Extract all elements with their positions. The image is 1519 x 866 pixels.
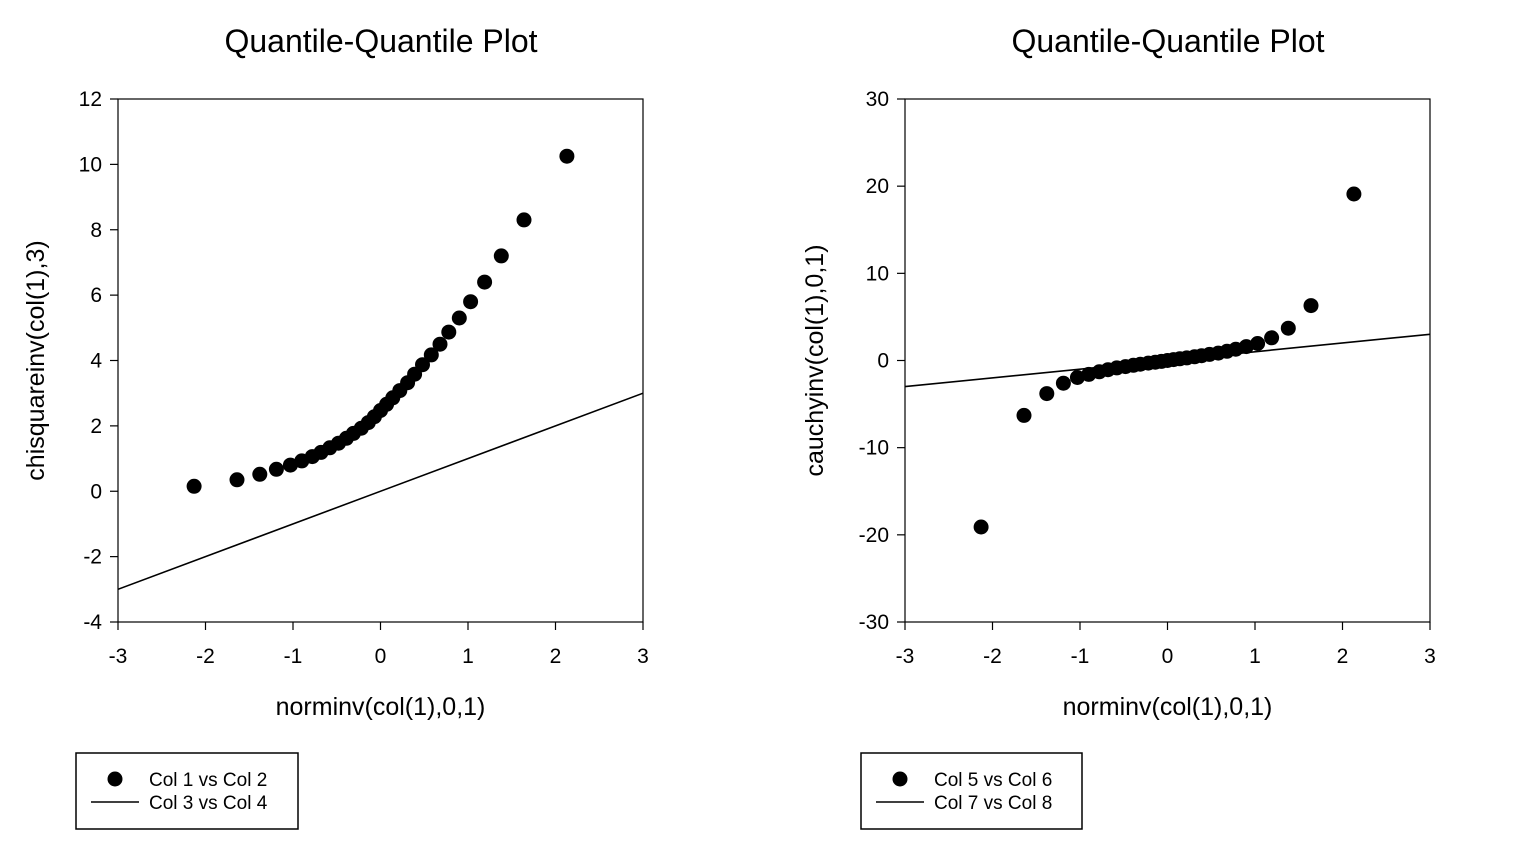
data-point: [423, 347, 439, 363]
data-point: [441, 324, 457, 340]
y-tick-label: 0: [90, 480, 102, 503]
reference-line: [905, 333, 1430, 388]
data-point: [432, 336, 448, 352]
y-tick-label: 12: [79, 88, 102, 111]
legend-entry-label: Col 5 vs Col 6: [934, 770, 1052, 791]
x-tick-label: -2: [983, 645, 1002, 668]
legend-entry-label: Col 3 vs Col 4: [149, 793, 268, 814]
data-point: [1055, 375, 1071, 391]
plot-area: [118, 148, 643, 591]
data-point: [252, 466, 268, 482]
x-tick-label: 1: [1249, 645, 1261, 668]
data-point: [477, 274, 493, 290]
data-point: [268, 461, 284, 477]
legend-point-swatch: [107, 771, 123, 787]
y-tick-label: -4: [83, 611, 102, 634]
y-tick-label: -2: [83, 546, 102, 569]
legend-point-swatch: [892, 771, 908, 787]
x-tick-label: 0: [1162, 645, 1174, 668]
y-tick-label: 2: [90, 415, 102, 438]
x-tick-label: 3: [637, 645, 649, 668]
y-tick-label: -20: [859, 524, 889, 547]
y-tick-label: 8: [90, 219, 102, 242]
data-point: [229, 472, 245, 488]
reference-line: [118, 392, 643, 591]
plot-area: [905, 186, 1430, 535]
y-tick-label: -30: [859, 611, 889, 634]
data-point: [1303, 298, 1319, 314]
y-tick-label: 30: [866, 88, 889, 111]
y-tick-label: 0: [877, 350, 889, 373]
data-point: [186, 478, 202, 494]
y-axis-label: cauchyinv(col(1),0,1): [801, 244, 829, 476]
y-tick-label: 20: [866, 175, 889, 198]
x-tick-label: 0: [375, 645, 387, 668]
data-point: [282, 457, 298, 473]
qq-plot-chisquare: Quantile-Quantile Plot-3 -2 -1 0 1 2 3-4-20246…: [22, 23, 649, 830]
y-tick-label: 10: [866, 262, 889, 285]
data-point: [1016, 407, 1032, 423]
data-point: [1238, 339, 1254, 355]
chart-title: Quantile-Quantile Plot: [224, 23, 537, 59]
data-point: [493, 248, 509, 264]
data-point: [463, 294, 479, 310]
legend-entry-label: Col 1 vs Col 2: [149, 770, 267, 791]
data-point: [1069, 370, 1085, 385]
x-tick-label: -1: [1071, 645, 1090, 668]
data-point: [559, 148, 575, 164]
data-point: [1280, 320, 1296, 336]
qq-plot-cauchy: Quantile-Quantile Plot-3 -2 -1 0 1 2 3-30-20-1…: [801, 23, 1436, 830]
legend-box: [75, 752, 299, 830]
x-tick-label: 2: [1337, 645, 1349, 668]
x-tick-label: -2: [196, 645, 215, 668]
data-point: [1250, 336, 1266, 351]
x-tick-label: 3: [1424, 645, 1436, 668]
y-tick-label: 10: [79, 153, 102, 176]
x-axis-label: norminv(col(1),0,1): [1063, 693, 1273, 721]
plot-frame: [117, 98, 644, 623]
chart-title: Quantile-Quantile Plot: [1011, 23, 1324, 59]
legend-box: [860, 752, 1083, 830]
data-point: [451, 310, 467, 326]
y-tick-label: 4: [90, 350, 102, 373]
y-tick-label: -10: [859, 437, 889, 460]
x-tick-label: -3: [109, 645, 128, 668]
y-axis-label: chisquareinv(col(1),3): [22, 240, 50, 480]
y-tick-label: 6: [90, 284, 102, 307]
x-tick-label: 2: [550, 645, 562, 668]
x-axis-label: norminv(col(1),0,1): [276, 693, 486, 721]
data-point: [1264, 330, 1280, 346]
data-point: [1346, 186, 1362, 202]
data-point: [516, 212, 532, 228]
x-tick-label: 1: [462, 645, 474, 668]
x-tick-label: -3: [896, 645, 915, 668]
data-point: [973, 519, 989, 535]
data-point: [415, 357, 430, 373]
x-tick-label: -1: [284, 645, 303, 668]
data-point: [1039, 386, 1055, 402]
legend-entry-label: Col 7 vs Col 8: [934, 793, 1052, 814]
